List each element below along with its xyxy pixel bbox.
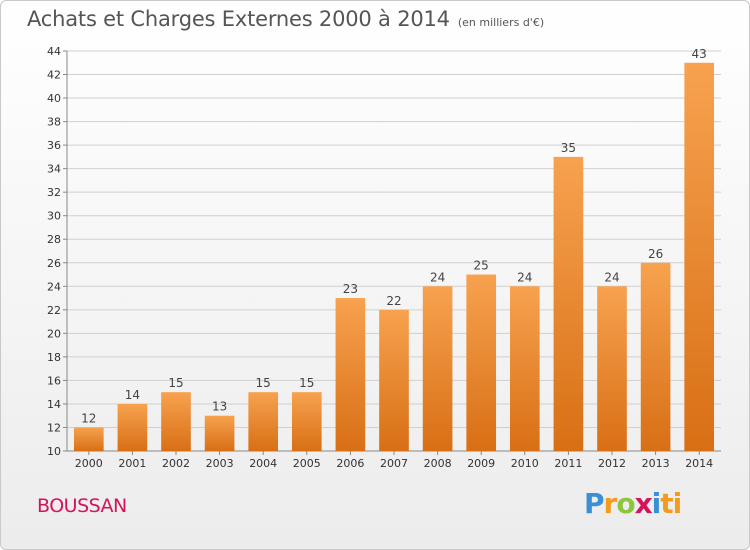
y-tick-label: 26 (47, 257, 61, 270)
bar (684, 62, 715, 451)
bar-value-label: 15 (256, 376, 271, 390)
y-tick-label: 24 (47, 280, 61, 293)
x-tick-label: 2012 (598, 457, 626, 470)
bar (553, 156, 584, 451)
y-tick-label: 28 (47, 233, 61, 246)
y-tick-label: 44 (47, 45, 61, 58)
x-tick-label: 2014 (685, 457, 713, 470)
logo-letter: P (584, 487, 605, 520)
bar (161, 392, 191, 451)
bar-value-label: 24 (604, 270, 619, 284)
y-tick-label: 40 (47, 92, 61, 105)
bar (204, 415, 235, 451)
logo-letter: o (616, 487, 635, 520)
x-tick-label: 2008 (424, 457, 452, 470)
x-tick-label: 2005 (293, 457, 321, 470)
x-tick-label: 2003 (206, 457, 234, 470)
y-tick-label: 36 (47, 139, 61, 152)
proxiti-logo: Proxiti (584, 487, 682, 520)
bar-value-label: 15 (299, 376, 314, 390)
y-tick-label: 30 (47, 210, 61, 223)
location-label: BOUSSAN (37, 495, 127, 517)
bar-value-label: 14 (125, 388, 140, 402)
bar-value-label: 24 (430, 270, 445, 284)
logo-letter: x (634, 487, 653, 520)
bar-value-label: 24 (517, 270, 532, 284)
x-tick-label: 2004 (249, 457, 277, 470)
bar (117, 403, 148, 451)
x-tick-label: 2000 (75, 457, 103, 470)
y-tick-label: 14 (47, 398, 61, 411)
logo-letter: r (603, 487, 618, 520)
y-tick-label: 42 (47, 69, 61, 82)
x-tick-label: 2001 (118, 457, 146, 470)
x-tick-label: 2009 (467, 457, 495, 470)
y-tick-label: 18 (47, 351, 61, 364)
y-tick-label: 20 (47, 327, 61, 340)
logo-letter: i (651, 487, 662, 520)
bar-value-label: 12 (81, 411, 96, 425)
bar-value-label: 13 (212, 400, 227, 414)
y-tick-label: 12 (47, 421, 61, 434)
y-tick-label: 22 (47, 304, 61, 317)
bar (422, 286, 453, 451)
bar (248, 392, 279, 451)
bar-value-label: 15 (168, 376, 183, 390)
y-tick-label: 16 (47, 374, 61, 387)
y-tick-label: 32 (47, 186, 61, 199)
bar (597, 286, 627, 451)
x-tick-label: 2011 (554, 457, 582, 470)
chart-title: Achats et Charges Externes 2000 à 2014 (27, 7, 450, 31)
chart-subtitle: (en milliers d'€) (457, 16, 545, 29)
x-tick-label: 2007 (380, 457, 408, 470)
bar-value-label: 23 (343, 282, 358, 296)
bar-value-label: 22 (386, 294, 401, 308)
x-tick-label: 2002 (162, 457, 190, 470)
title-row: Achats et Charges Externes 2000 à 2014 (e… (27, 7, 544, 31)
y-tick-label: 34 (47, 163, 61, 176)
bar (335, 298, 366, 451)
bar-value-label: 35 (561, 141, 576, 155)
bar (73, 427, 104, 451)
bar-value-label: 25 (474, 259, 489, 273)
bar-value-label: 43 (692, 47, 707, 61)
bar (509, 286, 540, 451)
bar (291, 392, 322, 451)
bar (466, 274, 497, 451)
x-tick-label: 2006 (336, 457, 364, 470)
y-tick-label: 10 (47, 445, 61, 458)
bar (379, 309, 409, 451)
bar (640, 262, 671, 451)
x-tick-label: 2013 (642, 457, 670, 470)
x-tick-label: 2010 (511, 457, 539, 470)
bar-value-label: 26 (648, 247, 663, 261)
y-tick-label: 38 (47, 116, 61, 129)
logo-letter: ti (660, 487, 682, 520)
